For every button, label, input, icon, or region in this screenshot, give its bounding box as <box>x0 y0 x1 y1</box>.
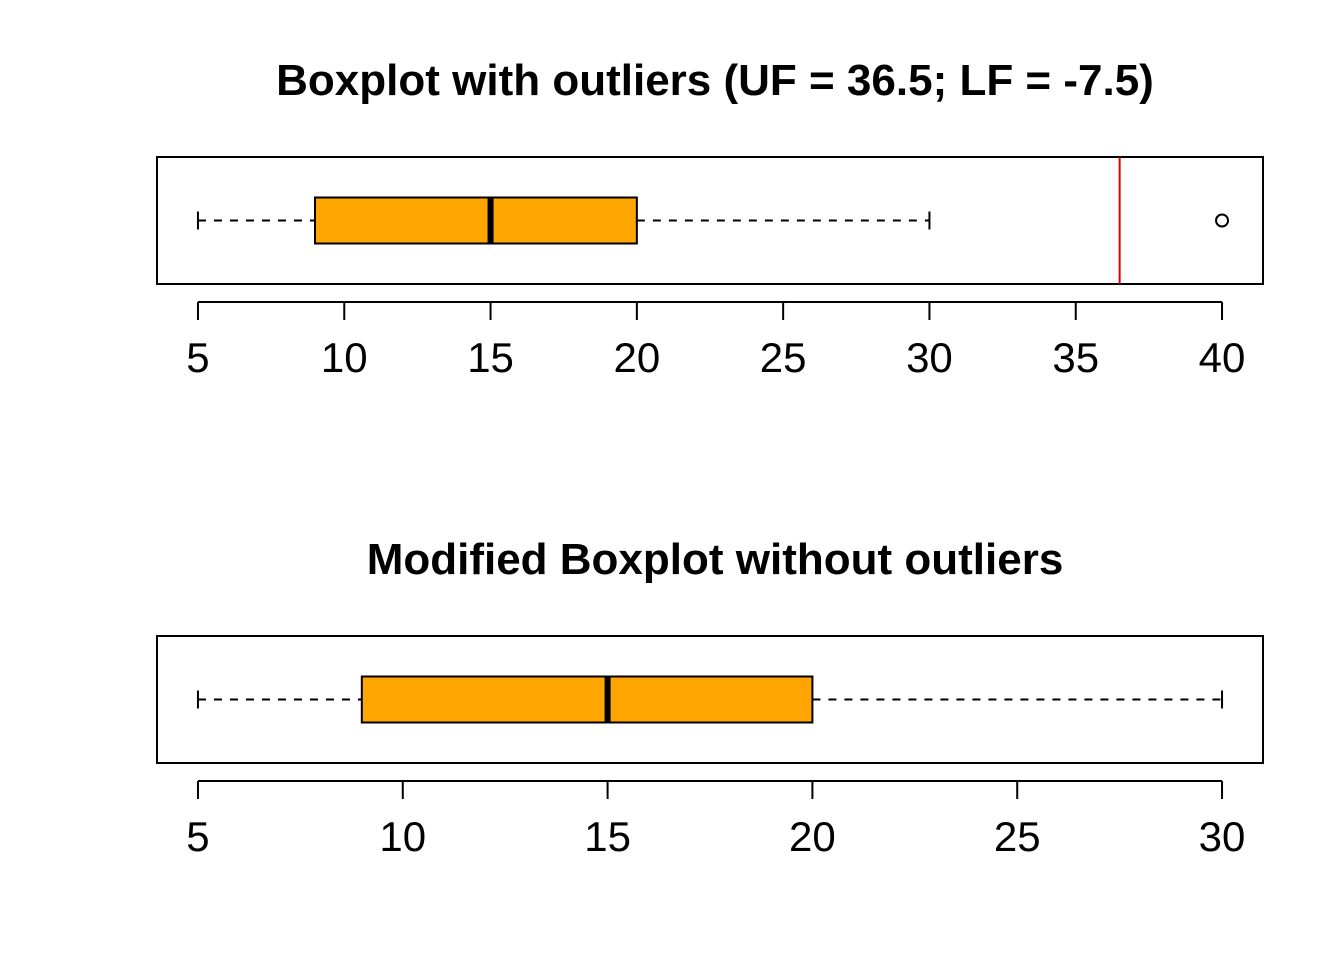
outlier-point <box>1215 213 1230 228</box>
x-tick-label: 5 <box>186 334 209 381</box>
plot-frame <box>156 635 1264 764</box>
chart-title: Boxplot with outliers (UF = 36.5; LF = -… <box>276 56 1154 105</box>
panel-modified-boxplot: Modified Boxplot without outliers 5 10 15 20… <box>156 535 1264 860</box>
x-tick-label: 40 <box>1199 334 1246 381</box>
iqr-box <box>360 675 814 724</box>
x-tick-label: 35 <box>1052 334 1099 381</box>
panel-boxplot-with-outliers: Boxplot with outliers (UF = 36.5; LF = -… <box>156 56 1264 381</box>
plot-frame <box>156 156 1264 285</box>
chart-title: Modified Boxplot without outliers <box>367 535 1064 584</box>
x-tick-label: 25 <box>994 813 1041 860</box>
x-tick-label: 25 <box>760 334 807 381</box>
x-tick-label: 10 <box>379 813 426 860</box>
iqr-box <box>314 196 638 245</box>
x-tick-label: 30 <box>1199 813 1246 860</box>
x-tick-label: 5 <box>186 813 209 860</box>
x-tick-label: 30 <box>906 334 953 381</box>
x-tick-label: 20 <box>789 813 836 860</box>
x-tick-label: 15 <box>467 334 514 381</box>
x-tick-label: 20 <box>613 334 660 381</box>
x-tick-label: 10 <box>321 334 368 381</box>
x-tick-label: 15 <box>584 813 631 860</box>
